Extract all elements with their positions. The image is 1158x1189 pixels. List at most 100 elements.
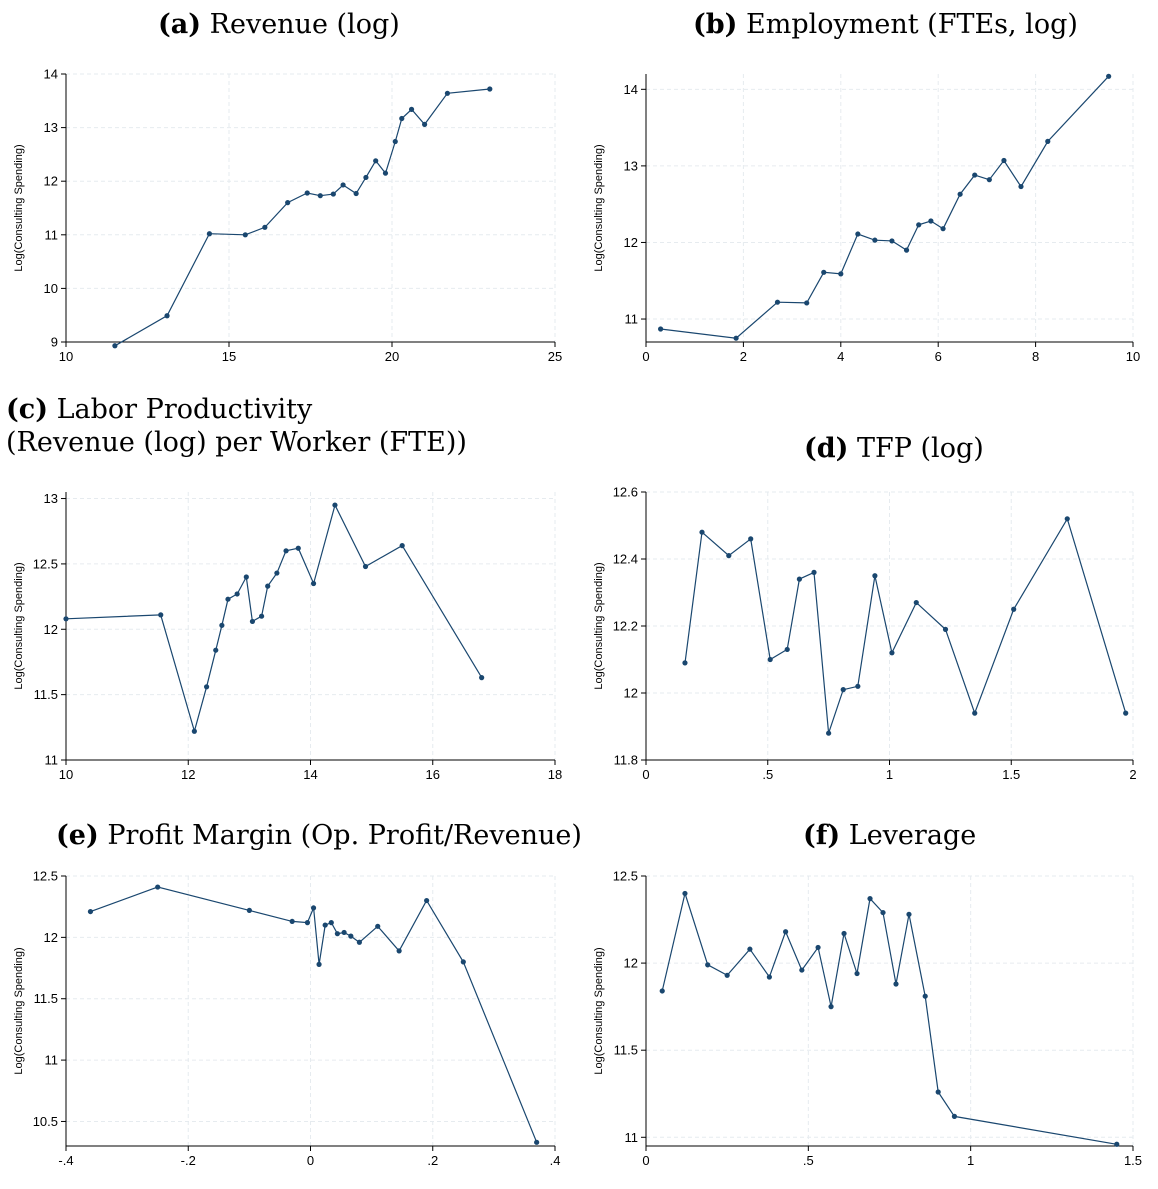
data-point <box>766 974 772 980</box>
data-point <box>155 884 161 890</box>
x-tick-label: 10 <box>59 767 73 782</box>
x-tick-label: -.4 <box>58 1153 73 1168</box>
data-point <box>304 920 311 926</box>
x-tick-label: 10 <box>1126 349 1140 364</box>
data-point <box>872 237 878 243</box>
y-tick-label: 11 <box>45 1053 59 1068</box>
panel-c-title: (c) Labor Productivity (Revenue (log) pe… <box>6 393 467 459</box>
y-tick-label: 11 <box>625 312 639 327</box>
data-point <box>784 646 790 653</box>
data-point <box>682 660 688 666</box>
data-point <box>811 569 817 575</box>
data-point <box>259 613 265 619</box>
x-tick-label: .5 <box>762 767 773 782</box>
data-point <box>957 191 963 197</box>
y-tick-label: 10.5 <box>33 1114 58 1129</box>
data-point <box>310 580 317 587</box>
data-point <box>942 626 949 632</box>
data-point <box>392 138 398 145</box>
data-point <box>289 918 295 925</box>
data-point <box>889 650 895 656</box>
data-point <box>274 570 280 576</box>
y-axis-label: Log(Consulting Spending) <box>13 562 25 689</box>
y-tick-label: 12 <box>624 235 638 250</box>
y-tick-label: 13 <box>44 491 58 506</box>
x-tick-label: 8 <box>1032 349 1039 364</box>
data-point <box>304 190 310 196</box>
data-point <box>747 946 753 952</box>
data-point <box>804 300 810 306</box>
data-point <box>906 911 912 917</box>
panel-f-title-text: Leverage <box>848 820 977 851</box>
data-point <box>928 218 934 224</box>
data-point <box>841 930 847 937</box>
panel-b-title: (b) Employment (FTEs, log) <box>693 8 1078 41</box>
data-point <box>243 574 249 580</box>
data-point <box>1123 710 1129 716</box>
data-point <box>399 543 405 549</box>
series-line <box>65 503 483 734</box>
panel-b-letter: (b) <box>693 9 738 40</box>
data-point <box>283 548 289 554</box>
x-tick-label: .5 <box>803 1153 814 1168</box>
data-point <box>213 647 219 653</box>
data-point <box>799 967 805 973</box>
data-point <box>855 231 861 237</box>
series-line <box>661 891 1117 1145</box>
x-tick-label: 15 <box>222 349 236 364</box>
data-point <box>363 174 369 181</box>
x-tick-label: 1 <box>967 1153 974 1168</box>
y-tick-label: 12 <box>624 956 638 971</box>
data-point <box>733 335 739 341</box>
y-tick-label: 12.5 <box>33 556 58 571</box>
data-point <box>872 573 878 579</box>
data-point <box>356 939 362 945</box>
data-point <box>659 988 665 994</box>
y-tick-label: 12 <box>624 686 638 701</box>
data-point <box>726 553 732 559</box>
panel-e-title: (e) Profit Margin (Op. Profit/Revenue) <box>56 819 582 852</box>
data-point <box>246 907 252 913</box>
data-point <box>821 269 827 275</box>
y-tick-label: 12.6 <box>613 485 638 500</box>
data-point <box>903 247 910 253</box>
y-tick-label: 9 <box>51 335 58 350</box>
y-tick-label: 11.8 <box>614 753 638 768</box>
data-point <box>362 563 369 570</box>
y-tick-label: 12 <box>44 174 58 189</box>
data-point <box>310 905 317 911</box>
panel-d-title-text: TFP (log) <box>857 433 984 464</box>
data-point <box>348 933 354 939</box>
data-point <box>1106 73 1112 79</box>
y-tick-label: 11.5 <box>34 991 58 1006</box>
panel-f-title: (f) Leverage <box>803 819 976 852</box>
x-tick-label: 6 <box>935 349 942 364</box>
x-tick-label: 1 <box>886 767 893 782</box>
data-point <box>705 962 711 968</box>
data-point <box>534 1139 540 1145</box>
data-point <box>340 182 346 188</box>
x-tick-label: 10 <box>59 349 73 364</box>
data-point <box>487 86 493 92</box>
data-point <box>87 908 94 915</box>
panel-f-letter: (f) <box>803 820 841 851</box>
y-tick-label: 12 <box>44 930 58 945</box>
data-point <box>234 591 240 597</box>
data-point <box>880 909 886 916</box>
data-point <box>353 190 359 197</box>
y-tick-label: 12 <box>44 622 58 637</box>
panel-c-subtitle: (Revenue (log) per Worker (FTE)) <box>6 427 467 458</box>
x-tick-label: 0 <box>642 767 649 782</box>
data-point <box>164 313 170 319</box>
data-point <box>922 993 928 999</box>
data-point <box>828 1004 834 1010</box>
data-point <box>382 170 389 176</box>
x-tick-label: 0 <box>642 349 649 364</box>
data-point <box>112 343 118 349</box>
data-point <box>396 948 402 954</box>
data-point <box>838 271 844 277</box>
x-tick-label: -.2 <box>181 1153 196 1168</box>
y-tick-label: 12.2 <box>613 619 638 634</box>
data-point <box>682 890 688 897</box>
